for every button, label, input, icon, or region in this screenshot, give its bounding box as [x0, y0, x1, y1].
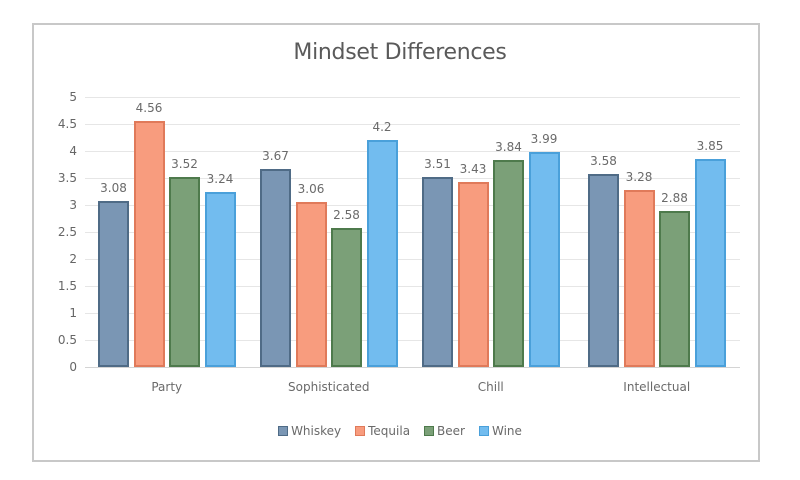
bar-wine-sophisticated — [366, 140, 398, 367]
data-label: 3.58 — [590, 153, 617, 168]
data-label: 4.56 — [135, 100, 163, 115]
legend-swatch-icon — [355, 426, 366, 436]
bar-tequila-intellectual — [623, 189, 655, 367]
y-tick-label: 4 — [69, 144, 77, 158]
data-label: 3.28 — [625, 169, 653, 184]
bar-whiskey-sophisticated — [260, 168, 291, 367]
gridline — [85, 259, 740, 260]
y-tick-label: 0.5 — [57, 333, 77, 347]
y-tick-label: 0 — [69, 360, 77, 374]
bar-beer-intellectual — [659, 211, 690, 367]
bar-tequila-party — [133, 120, 165, 367]
data-label: 3.51 — [424, 157, 451, 172]
legend-swatch-icon — [278, 426, 289, 436]
x-category-label: Sophisticated — [288, 380, 370, 394]
data-label: 3.99 — [530, 131, 558, 146]
y-tick-label: 2.5 — [57, 225, 77, 239]
gridline — [85, 340, 740, 341]
legend-label: Whiskey — [291, 424, 342, 438]
bar-whiskey-intellectual — [588, 173, 619, 367]
y-tick-label: 1 — [69, 306, 77, 320]
gridline — [85, 205, 740, 206]
data-label: 3.84 — [495, 139, 522, 154]
data-label: 3.24 — [206, 172, 234, 187]
legend-item-beer: Beer — [424, 424, 465, 438]
data-label: 3.52 — [171, 156, 198, 171]
plot-area: 0 0.5 1 1.5 2 2.5 3 3.5 4 4.5 5 3.08 4.56 3.52 3.24 3.6… — [58, 90, 740, 374]
bar-wine-party — [204, 192, 236, 367]
gridline — [85, 178, 740, 179]
x-category-label: Chill — [477, 380, 504, 394]
chart-title: Mindset Differences — [293, 40, 507, 65]
gridline — [85, 313, 740, 314]
legend-item-tequila: Tequila — [355, 424, 410, 438]
legend-label: Tequila — [368, 424, 411, 438]
bar-beer-chill — [493, 159, 524, 367]
bar-tequila-sophisticated — [295, 201, 327, 367]
data-label: 3.08 — [100, 180, 127, 195]
bar-beer-party — [169, 176, 200, 367]
data-label: 2.58 — [333, 207, 360, 222]
gridline — [85, 151, 740, 152]
data-label: 2.88 — [661, 191, 688, 206]
bar-beer-sophisticated — [331, 227, 362, 367]
data-label: 4.2 — [372, 120, 392, 135]
data-label: 3.06 — [297, 181, 325, 196]
bar-wine-chill — [528, 151, 560, 367]
gridline — [85, 367, 740, 368]
legend-item-wine: Wine — [478, 424, 522, 438]
y-tick-label: 3 — [69, 198, 77, 212]
legend-swatch-icon — [478, 426, 489, 436]
y-tick-label: 1.5 — [57, 279, 77, 293]
legend-label: Wine — [491, 424, 522, 438]
legend-swatch-icon — [424, 426, 435, 436]
data-label: 3.43 — [459, 161, 487, 176]
bar-tequila-chill — [457, 181, 489, 367]
y-tick-label: 5 — [69, 90, 77, 104]
y-tick-label: 4.5 — [57, 117, 77, 131]
data-label: 3.67 — [262, 148, 289, 163]
bar-wine-intellectual — [694, 159, 726, 367]
bar-whiskey-party — [98, 200, 129, 367]
legend-item-whiskey: Whiskey — [278, 424, 341, 438]
gridline — [85, 124, 740, 125]
legend-label: Beer — [437, 424, 465, 438]
gridline — [85, 286, 740, 287]
gridline — [85, 97, 740, 98]
x-category-label: Intellectual — [623, 380, 691, 394]
bar-whiskey-chill — [422, 177, 453, 367]
data-label: 3.85 — [696, 139, 724, 154]
x-category-label: Party — [151, 380, 183, 394]
y-tick-label: 2 — [69, 252, 77, 266]
chart-legend: Whiskey Tequila Beer Wine — [0, 424, 800, 438]
y-tick-label: 3.5 — [57, 171, 77, 185]
gridline — [85, 232, 740, 233]
